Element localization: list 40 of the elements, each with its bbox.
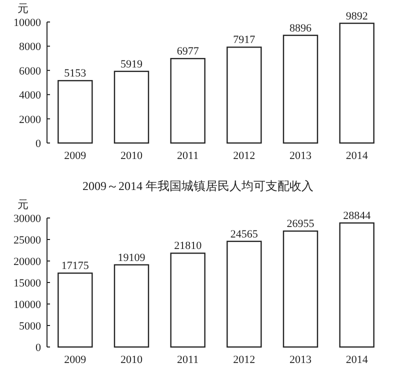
y-tick-label: 6000 bbox=[19, 65, 42, 78]
x-tick-label: 2013 bbox=[290, 354, 312, 366]
data-label: 9892 bbox=[346, 10, 368, 22]
x-tick-label: 2010 bbox=[120, 354, 143, 366]
data-label: 8896 bbox=[290, 22, 312, 34]
y-tick-label: 0 bbox=[36, 342, 42, 354]
data-label: 6977 bbox=[176, 46, 200, 58]
x-tick-label: 2009 bbox=[64, 150, 87, 162]
y-tick-label: 5000 bbox=[19, 320, 42, 332]
y-tick-label: 4000 bbox=[19, 90, 42, 102]
y-tick-label: 8000 bbox=[19, 41, 42, 54]
y-axis-title: 元 bbox=[18, 199, 28, 211]
x-tick-label: 2011 bbox=[177, 150, 199, 162]
y-tick-label: 10000 bbox=[14, 299, 42, 311]
chart-title: 2009～2014 年我国城镇居民人均可支配收入 bbox=[82, 179, 314, 193]
data-label: 19109 bbox=[118, 252, 146, 264]
data-label: 28844 bbox=[343, 210, 372, 222]
x-tick-label: 2009 bbox=[64, 354, 87, 366]
y-tick-label: 10000 bbox=[14, 17, 42, 29]
x-tick-label: 2011 bbox=[177, 354, 199, 366]
data-label: 17175 bbox=[61, 260, 90, 272]
x-tick-label: 2013 bbox=[290, 150, 312, 162]
data-label: 7917 bbox=[233, 34, 256, 46]
data-label: 5919 bbox=[120, 58, 143, 70]
x-tick-label: 2010 bbox=[120, 150, 143, 162]
y-tick-label: 15000 bbox=[14, 278, 42, 290]
y-tick-label: 25000 bbox=[14, 234, 42, 246]
data-label: 5153 bbox=[64, 68, 87, 80]
y-tick-label: 2000 bbox=[19, 114, 42, 126]
y-axis-title: 元 bbox=[18, 3, 28, 15]
x-tick-label: 2012 bbox=[233, 354, 256, 366]
data-label: 26955 bbox=[286, 218, 315, 230]
y-tick-label: 0 bbox=[36, 138, 42, 150]
x-tick-label: 2014 bbox=[346, 354, 368, 366]
y-tick-label: 30000 bbox=[14, 213, 42, 225]
x-tick-label: 2014 bbox=[346, 150, 368, 162]
data-label: 21810 bbox=[174, 240, 202, 252]
data-label: 24565 bbox=[230, 228, 258, 240]
y-tick-label: 20000 bbox=[14, 256, 42, 268]
x-tick-label: 2012 bbox=[233, 150, 256, 162]
